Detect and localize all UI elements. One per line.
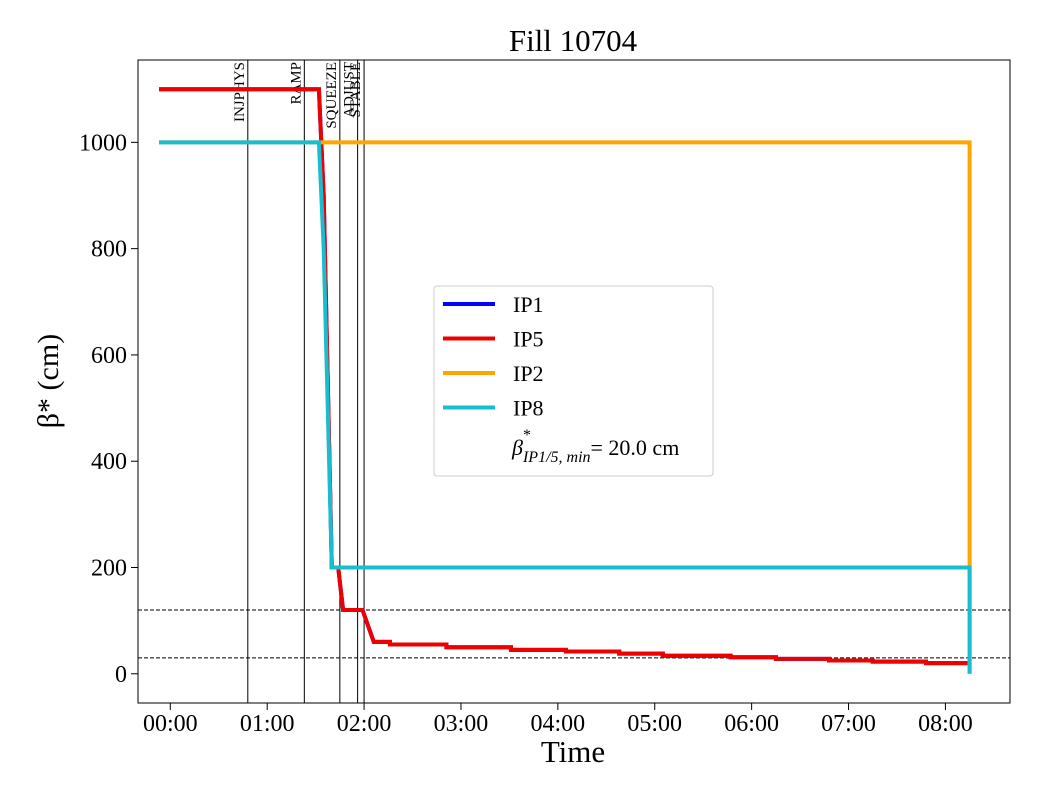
chart-title: Fill 10704: [509, 23, 638, 58]
y-tick-label: 1000: [79, 130, 127, 156]
legend-label-ip1: IP1: [513, 292, 544, 317]
beam-mode-label: ADJUST: [342, 62, 358, 118]
y-tick-label: 800: [91, 237, 127, 263]
x-tick-label: 04:00: [531, 711, 586, 737]
x-axis-label: Time: [541, 734, 605, 769]
legend-label-beta-min: β* IP1/5, min= 20.0 cm: [511, 427, 679, 466]
y-tick-label: 200: [91, 555, 127, 581]
axes-frame: [137, 59, 1011, 704]
series-line-ip8: [159, 140, 972, 674]
x-tick-label: 08:00: [918, 711, 973, 737]
y-tick-label: 400: [91, 449, 127, 475]
x-tick-label: 07:00: [821, 711, 876, 737]
series-line-ip5: [159, 87, 970, 666]
x-tick-label: 01:00: [240, 711, 295, 737]
beam-mode-label: INJPHYS: [232, 62, 248, 122]
y-tick-label: 0: [115, 662, 127, 688]
series-line-ip2: [159, 140, 972, 674]
legend-label-ip8: IP8: [513, 396, 544, 421]
y-axis-label: β* (cm): [32, 334, 65, 428]
x-tick-label: 00:00: [143, 711, 198, 737]
x-tick-label: 06:00: [724, 711, 779, 737]
beam-mode-label: SQUEEZE: [324, 62, 340, 129]
legend-label-ip5: IP5: [513, 327, 544, 352]
x-tick-label: 02:00: [337, 711, 392, 737]
legend-label-ip2: IP2: [513, 361, 544, 386]
beam-mode-label: STABLE: [348, 62, 364, 117]
x-tick-label: 05:00: [627, 711, 682, 737]
x-tick-label: 03:00: [434, 711, 489, 737]
beam-mode-label: RAMP: [288, 62, 304, 105]
y-tick-label: 600: [91, 343, 127, 369]
legend-box: [433, 285, 714, 477]
